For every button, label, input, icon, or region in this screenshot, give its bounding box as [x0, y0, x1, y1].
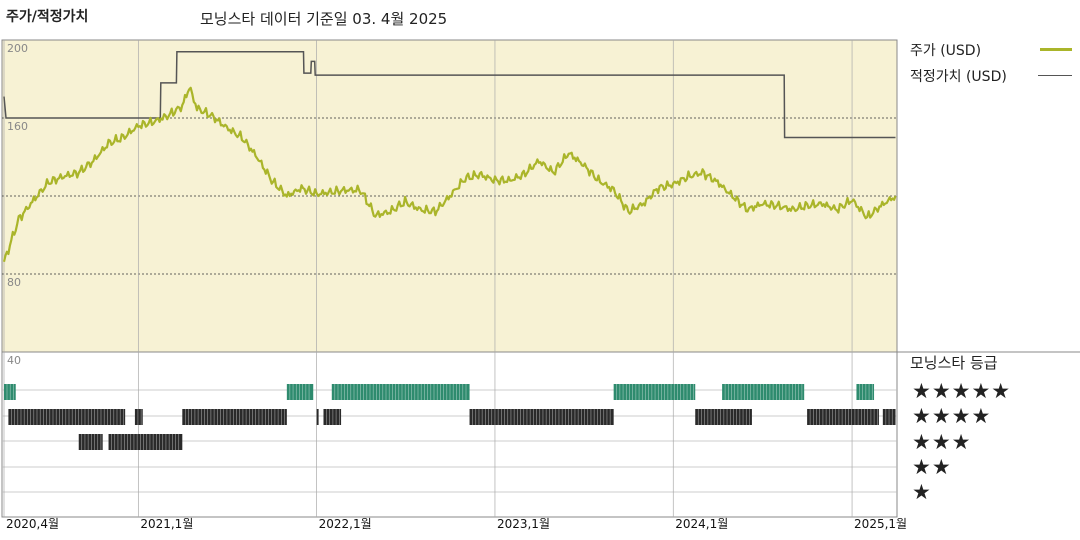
rating-4-stars: ★★★★ [912, 404, 992, 428]
rating-3-bar [78, 434, 103, 450]
y-tick-label: 40 [7, 354, 21, 367]
rating-2-stars: ★★ [912, 455, 952, 479]
rating-4-bar [316, 409, 319, 425]
chart-title: 주가/적정가치 [6, 9, 89, 25]
x-tick-label: 2025,1월 [854, 517, 907, 531]
legend-price-swatch [1040, 48, 1072, 51]
rating-5-stars: ★★★★★ [912, 379, 1012, 403]
rating-4-bar [807, 409, 879, 425]
y-tick-label: 160 [7, 120, 28, 133]
x-tick-labels: 2020,4월 2021,1월 2022,1월 2023,1월 2024,1월 2025,… [6, 517, 907, 531]
x-tick-label: 2022,1월 [319, 517, 372, 531]
x-tick-label: 2020,4월 [6, 517, 59, 531]
rating-4-bar [134, 409, 143, 425]
rating-4-bar [469, 409, 614, 425]
price-line [2, 86, 897, 262]
rating-4-bar [323, 409, 342, 425]
rating-3-stars: ★★★ [912, 430, 972, 454]
legend-fair-label: 적정가치 (USD) [910, 69, 1007, 85]
y-tick-label: 200 [7, 42, 28, 55]
legend-price-label: 주가 (USD) [910, 43, 982, 59]
x-tick-label: 2024,1월 [675, 517, 728, 531]
rating-5-bar [613, 384, 696, 400]
rating-1-star: ★ [912, 480, 932, 504]
rating-bars [4, 384, 896, 450]
chart-subtitle: 모닝스타 데이터 기준일 03. 4월 2025 [200, 10, 448, 28]
x-tick-label: 2021,1월 [140, 517, 193, 531]
fair-value-line [3, 50, 896, 139]
y-tick-label: 80 [7, 276, 21, 289]
legend-fair-swatch [1038, 75, 1072, 76]
rating-4-bar [8, 409, 126, 425]
y-tick-labels: 40 80 160 200 [7, 42, 28, 367]
rating-5-bar [286, 384, 314, 400]
rating-4-bar [182, 409, 287, 425]
rating-5-bar [722, 384, 805, 400]
rating-3-bar [108, 434, 183, 450]
x-tick-label: 2023,1월 [497, 517, 550, 531]
rating-5-bar [856, 384, 875, 400]
rating-5-bar [331, 384, 470, 400]
rating-panel-title: 모닝스타 등급 [910, 354, 998, 372]
rating-5-bar [4, 384, 16, 400]
